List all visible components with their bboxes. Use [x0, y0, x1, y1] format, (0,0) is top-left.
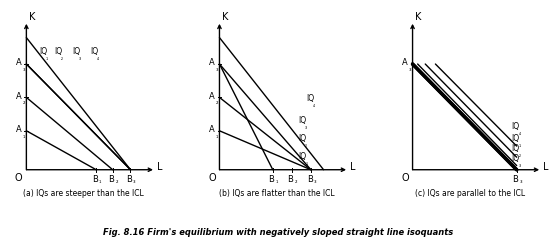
Text: A: A	[402, 58, 408, 67]
Text: A: A	[16, 92, 21, 101]
Text: B: B	[126, 175, 132, 184]
Text: IQ: IQ	[72, 47, 80, 56]
Text: (b) IQs are flatter than the ICL: (b) IQs are flatter than the ICL	[219, 189, 334, 198]
Text: ₄: ₄	[313, 103, 315, 108]
Text: IQ: IQ	[298, 152, 306, 161]
Text: ₁: ₁	[46, 55, 48, 60]
Text: ₂: ₂	[519, 153, 521, 158]
Text: (c) IQs are parallel to the ICL: (c) IQs are parallel to the ICL	[414, 189, 525, 198]
Text: ₁: ₁	[519, 143, 521, 148]
Text: L: L	[543, 162, 549, 172]
Text: ₂: ₂	[295, 179, 297, 185]
Text: ₃: ₃	[133, 179, 135, 185]
Text: A: A	[16, 125, 21, 134]
Text: A: A	[16, 58, 21, 67]
Text: ₃: ₃	[519, 163, 521, 168]
Text: O: O	[401, 173, 409, 183]
Text: K: K	[415, 12, 422, 22]
Text: L: L	[157, 162, 163, 172]
Text: (a) IQs are steeper than the ICL: (a) IQs are steeper than the ICL	[23, 189, 144, 198]
Text: B: B	[268, 175, 275, 184]
Text: ₁: ₁	[216, 134, 218, 139]
Text: ₄: ₄	[97, 55, 99, 60]
Text: ₃: ₃	[519, 179, 522, 185]
Text: A: A	[209, 92, 214, 101]
Text: A: A	[209, 58, 214, 67]
Text: ₃: ₃	[409, 67, 411, 72]
Text: Fig. 8.16 Firm's equilibrium with negatively sloped straight line isoquants: Fig. 8.16 Firm's equilibrium with negati…	[104, 228, 453, 237]
Text: B: B	[512, 175, 519, 184]
Text: L: L	[350, 162, 356, 172]
Text: O: O	[208, 173, 216, 183]
Text: A: A	[209, 125, 214, 134]
Text: IQ: IQ	[298, 134, 306, 143]
Text: ₃: ₃	[314, 179, 316, 185]
Text: ₁: ₁	[275, 179, 278, 185]
Text: ₂: ₂	[23, 100, 25, 105]
Text: ₂: ₂	[115, 179, 118, 185]
Text: ₁: ₁	[99, 179, 101, 185]
Text: K: K	[29, 12, 35, 22]
Text: IQ: IQ	[511, 134, 520, 143]
Text: ₄: ₄	[519, 131, 521, 136]
Text: ₂: ₂	[305, 143, 307, 148]
Text: IQ: IQ	[511, 144, 520, 153]
Text: IQ: IQ	[90, 47, 98, 56]
Text: B: B	[307, 175, 312, 184]
Text: ₁: ₁	[23, 134, 25, 139]
Text: B: B	[287, 175, 294, 184]
Text: IQ: IQ	[511, 122, 520, 131]
Text: ₁: ₁	[305, 161, 307, 166]
Text: ₃: ₃	[216, 67, 218, 72]
Text: B: B	[92, 175, 98, 184]
Text: ₂: ₂	[216, 100, 218, 105]
Text: ₃: ₃	[305, 125, 307, 130]
Text: ₂: ₂	[61, 55, 63, 60]
Text: ₃: ₃	[79, 55, 81, 60]
Text: IQ: IQ	[511, 154, 520, 163]
Text: ₃: ₃	[23, 67, 25, 72]
Text: IQ: IQ	[54, 47, 62, 56]
Text: K: K	[222, 12, 228, 22]
Text: B: B	[109, 175, 114, 184]
Text: IQ: IQ	[298, 116, 306, 125]
Text: IQ: IQ	[39, 47, 47, 56]
Text: O: O	[15, 173, 23, 183]
Text: IQ: IQ	[306, 94, 314, 103]
